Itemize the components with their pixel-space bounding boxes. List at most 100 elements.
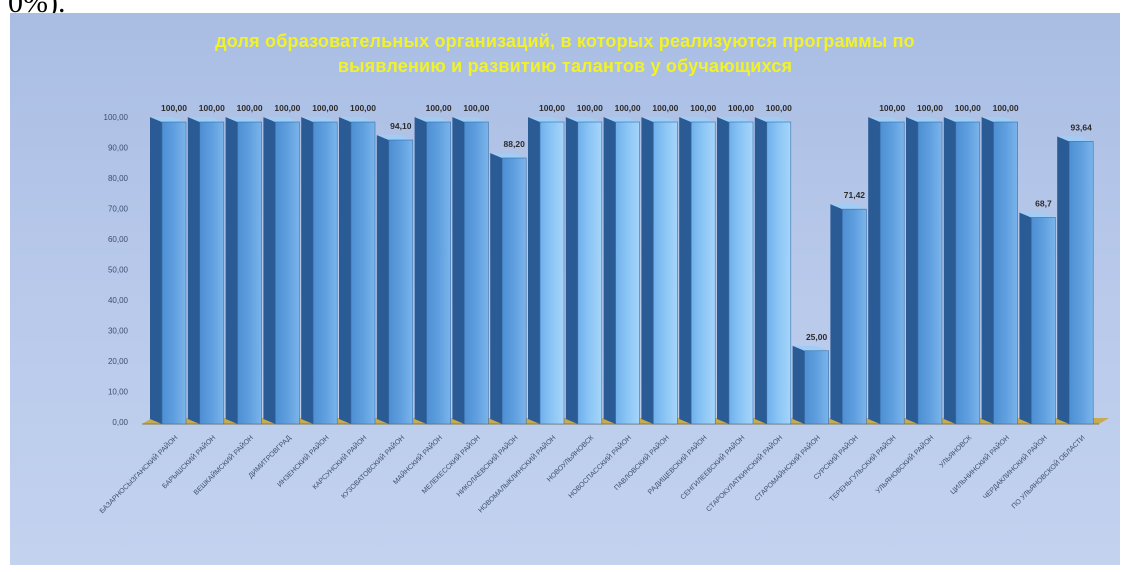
data-label: 88,20 xyxy=(504,139,526,149)
data-label: 100,00 xyxy=(463,103,489,113)
y-tick-label: 20,00 xyxy=(108,357,129,366)
data-label: 100,00 xyxy=(879,103,905,113)
bar-top xyxy=(150,117,186,122)
bar-side xyxy=(792,345,805,424)
bar-side xyxy=(187,117,200,424)
bar-top xyxy=(528,117,564,122)
y-tick-label: 0,00 xyxy=(112,418,128,427)
bar xyxy=(728,121,754,425)
bar-side xyxy=(754,117,767,424)
data-label: 68,7 xyxy=(1035,198,1052,208)
data-label: 100,00 xyxy=(274,103,300,113)
bar-side xyxy=(981,117,994,424)
data-label: 100,00 xyxy=(917,103,943,113)
data-label: 100,00 xyxy=(766,103,792,113)
bar xyxy=(766,121,792,425)
data-label: 100,00 xyxy=(350,103,376,113)
bar xyxy=(237,121,262,425)
data-label: 93,64 xyxy=(1071,122,1093,132)
x-tick-label: КУЗОВАТОВСКИЙ РАЙОН xyxy=(339,433,406,500)
bar xyxy=(388,139,414,425)
data-label: 25,00 xyxy=(806,332,828,342)
y-tick-label: 40,00 xyxy=(108,296,129,305)
bar xyxy=(350,121,376,425)
bar xyxy=(653,121,678,425)
bar-side xyxy=(1019,212,1032,424)
chart-title-line-2: выявлению и развитию талантов у обучающи… xyxy=(337,56,793,76)
data-label: 100,00 xyxy=(199,103,225,113)
x-tick-label: УЛЬЯНОВСКИЙ РАЙОН xyxy=(873,433,935,495)
bar xyxy=(464,121,489,425)
bar-top xyxy=(1057,136,1094,142)
bar-side xyxy=(225,117,238,424)
y-tick-label: 30,00 xyxy=(108,327,129,336)
bar-side xyxy=(301,117,314,424)
bar xyxy=(501,157,527,425)
bar-side xyxy=(528,117,540,424)
y-tick-label: 100,00 xyxy=(104,113,129,122)
x-tick-label: НОВОМАЛЫКЛИНСКИЙ РАЙОН xyxy=(476,433,557,514)
bar-side xyxy=(906,117,918,424)
x-tick-label: СЕНГИЛЕЕВСКИЙ РАЙОН xyxy=(678,433,746,501)
x-tick-label: НИКОЛАЕВСКИЙ РАЙОН xyxy=(454,433,519,498)
chart-title-line-1: доля образовательных организаций, в кото… xyxy=(215,31,915,51)
bar-side xyxy=(490,152,503,425)
x-tick-label: БАЗАРНОСЫЗГАНСКИЙ РАЙОН xyxy=(97,433,179,515)
bar-top xyxy=(868,117,905,122)
y-tick-label: 50,00 xyxy=(108,266,129,275)
bar xyxy=(690,121,716,425)
bar xyxy=(539,121,565,425)
data-label: 94,10 xyxy=(390,121,412,131)
x-tick-label: СТАРОМАЙНСКИЙ РАЙОН xyxy=(752,433,822,503)
bar xyxy=(842,208,867,425)
bar xyxy=(804,350,829,425)
bar-side xyxy=(603,117,616,424)
x-tick-label: ЧЕРДАКЛИНСКИЙ РАЙОН xyxy=(981,433,1049,501)
y-tick-label: 70,00 xyxy=(108,205,129,214)
bar-top xyxy=(301,117,338,122)
x-tick-label: НОВОСПАССКИЙ РАЙОН xyxy=(566,433,633,500)
bar-top xyxy=(792,345,829,351)
data-label: 100,00 xyxy=(690,103,716,113)
bar-top xyxy=(565,117,602,122)
bar-side xyxy=(717,117,729,424)
bar-side xyxy=(868,117,881,424)
bar xyxy=(199,121,225,425)
bar xyxy=(1068,141,1094,425)
data-label: 100,00 xyxy=(615,103,641,113)
bar xyxy=(577,121,603,425)
bar-top xyxy=(376,134,413,140)
bar-top xyxy=(225,117,262,122)
bar-top xyxy=(981,117,1018,122)
data-label: 71,42 xyxy=(844,190,866,200)
data-label: 100,00 xyxy=(955,103,981,113)
chart-panel: доля образовательных организаций, в кото… xyxy=(10,13,1120,565)
bar-top xyxy=(490,152,527,158)
bar xyxy=(426,121,451,425)
bar xyxy=(879,121,905,425)
data-label: 100,00 xyxy=(539,103,565,113)
bar-top xyxy=(452,117,489,122)
data-label: 100,00 xyxy=(652,103,678,113)
bar-top xyxy=(830,204,867,210)
x-tick-label: УЛЬЯНОВСК xyxy=(938,434,973,469)
bar-chart: 0,00 10,00 20,00 30,00 40,00 50,00 60,00 70,00 8… xyxy=(97,103,1109,515)
x-tick-label: СТАРОКУЛАТКИНСКИЙ РАЙОН xyxy=(704,433,784,513)
bar-side xyxy=(414,117,427,424)
data-label: 100,00 xyxy=(161,103,187,113)
bar-top xyxy=(187,117,224,122)
y-tick-label: 60,00 xyxy=(108,235,129,244)
data-label: 100,00 xyxy=(577,103,603,113)
bar-top xyxy=(263,117,300,122)
bar xyxy=(1031,217,1056,425)
bar xyxy=(615,121,640,425)
bar-side xyxy=(1057,136,1070,424)
data-label: 100,00 xyxy=(993,103,1019,113)
bar-side xyxy=(263,117,276,424)
bar-side xyxy=(679,117,692,424)
bar-top xyxy=(679,117,716,122)
bar xyxy=(275,121,300,425)
bar-top xyxy=(339,117,375,122)
bar xyxy=(955,121,981,425)
bar xyxy=(993,121,1018,425)
